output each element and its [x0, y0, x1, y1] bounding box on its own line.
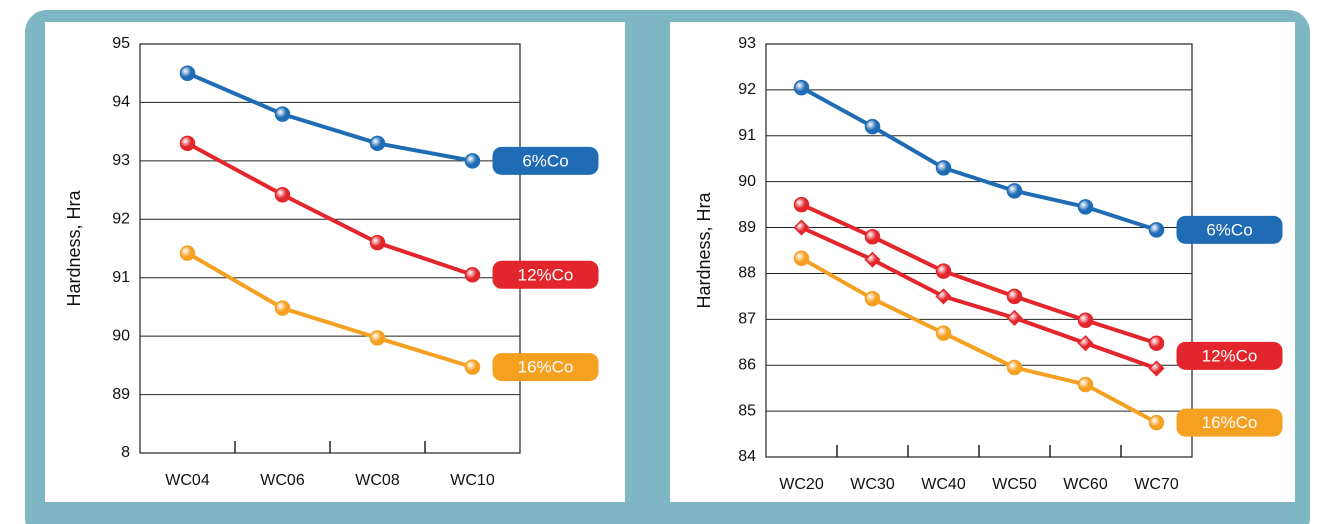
point-marker — [1006, 359, 1023, 376]
point-marker — [1148, 360, 1165, 377]
series-line — [186, 141, 474, 277]
point-marker — [369, 135, 386, 152]
point-marker — [1077, 199, 1094, 215]
point-marker — [1148, 335, 1165, 351]
x-tick-label: WC70 — [1134, 476, 1179, 493]
y-tick-label: 8 — [121, 444, 130, 461]
y-tick-label: 86 — [738, 356, 756, 373]
y-tick-label: 94 — [112, 94, 130, 111]
y-tick-label: 84 — [738, 448, 756, 465]
point-marker — [793, 250, 810, 267]
x-tick-label: WC08 — [355, 472, 400, 489]
y-tick-label: 92 — [112, 211, 130, 228]
point-marker — [1006, 288, 1023, 305]
series-line — [800, 202, 1158, 346]
series-line — [800, 85, 1158, 232]
y-tick-label: 90 — [738, 173, 756, 190]
point-marker — [1148, 414, 1165, 431]
point-marker — [464, 359, 481, 375]
point-marker — [179, 65, 196, 81]
series-line — [186, 251, 474, 370]
series-tag — [1176, 341, 1283, 370]
x-tick-label: WC20 — [779, 476, 824, 493]
point-marker — [864, 251, 881, 268]
legend-label: 12%Co — [1202, 346, 1258, 365]
x-tick-label: WC60 — [1063, 476, 1108, 493]
point-marker — [369, 234, 386, 251]
series-line — [800, 225, 1158, 371]
x-tick-label: WC50 — [992, 476, 1037, 493]
point-marker — [369, 330, 386, 346]
series-tag — [492, 260, 599, 289]
y-axis-label: Hardness, Hra — [64, 189, 84, 306]
point-marker — [179, 245, 196, 261]
point-marker — [864, 118, 881, 135]
point-marker — [1077, 312, 1094, 329]
y-tick-label: 93 — [112, 152, 130, 169]
point-marker — [793, 219, 810, 236]
y-tick-label: 85 — [738, 402, 756, 419]
point-marker — [935, 288, 952, 305]
legend-label: 12%Co — [518, 265, 574, 284]
point-marker — [464, 153, 481, 169]
y-tick-label: 95 — [112, 35, 130, 52]
point-marker — [1077, 335, 1094, 352]
point-marker — [793, 79, 810, 96]
legend-label: 16%Co — [518, 358, 574, 377]
point-marker — [864, 290, 881, 307]
series-tag — [1176, 215, 1283, 244]
point-marker — [1077, 376, 1094, 393]
point-marker — [464, 267, 481, 283]
y-tick-label: 89 — [112, 386, 130, 403]
point-marker — [274, 106, 291, 122]
series-tag — [1176, 408, 1283, 437]
y-tick-label: 93 — [738, 35, 756, 52]
y-tick-label: 91 — [112, 269, 130, 286]
y-tick-label: 87 — [738, 311, 756, 328]
x-tick-label: WC04 — [165, 472, 210, 489]
point-marker — [935, 263, 952, 279]
point-marker — [793, 196, 810, 213]
x-tick-label: WC30 — [850, 476, 895, 493]
point-marker — [274, 300, 291, 316]
series-tag — [492, 146, 599, 175]
series-line — [800, 256, 1158, 425]
point-marker — [935, 325, 952, 341]
point-marker — [274, 186, 291, 203]
y-tick-label: 91 — [738, 127, 756, 144]
y-tick-label: 89 — [738, 219, 756, 236]
series-tag — [492, 353, 599, 382]
legend-label: 6%Co — [1206, 220, 1252, 239]
point-marker — [1148, 222, 1165, 238]
x-tick-label: WC10 — [450, 472, 495, 489]
point-marker — [179, 135, 196, 152]
series-line — [186, 71, 473, 163]
point-marker — [864, 228, 881, 245]
point-marker — [1006, 183, 1023, 199]
legend-label: 6%Co — [522, 151, 568, 170]
point-marker — [1006, 309, 1023, 327]
x-tick-label: WC40 — [921, 476, 966, 493]
x-tick-label: WC06 — [260, 472, 305, 489]
y-tick-label: 92 — [738, 81, 756, 98]
legend-label: 16%Co — [1202, 413, 1258, 432]
y-axis-label: Hardness, Hra — [694, 191, 714, 308]
point-marker — [935, 160, 952, 176]
y-tick-label: 90 — [112, 327, 130, 344]
y-tick-label: 88 — [738, 265, 756, 282]
